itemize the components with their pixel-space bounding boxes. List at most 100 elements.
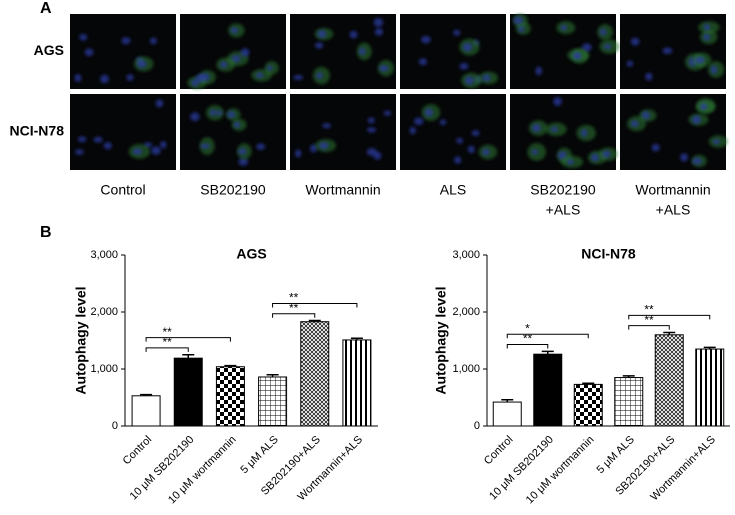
significance-label: * [525,321,530,335]
cell-nucleus [77,136,87,143]
cell-nucleus [602,150,611,158]
significance-label: ** [523,332,533,346]
micrograph [400,14,506,89]
cell-nucleus [703,33,711,41]
significance-label: ** [289,291,299,305]
significance-bracket [628,314,711,320]
micrograph [290,14,396,89]
significance-label: ** [162,335,172,349]
cell-nucleus [322,123,332,129]
cell-nucleus [462,42,473,52]
significance-label: ** [644,313,654,327]
cell-nucleus [413,117,424,126]
bar [614,377,644,427]
cell-nucleus [456,137,463,144]
cell-nucleus [695,56,705,64]
cell-nucleus [531,123,541,133]
micrograph [620,94,728,170]
cell-nucleus [581,129,588,137]
significance-label: ** [289,301,299,315]
micrograph [70,14,176,89]
cell-nucleus [349,30,358,39]
column-label: SB202190 [200,182,266,198]
error-bar [308,319,321,322]
cell-nucleus [420,35,431,44]
cell-nucleus [121,37,131,45]
column-label: Wortmannin [305,182,380,198]
cell-nucleus [295,149,302,158]
cell-nucleus [315,42,324,49]
cell-nucleus [700,104,708,110]
cell-nucleus [641,111,650,120]
cell-nucleus [366,127,377,133]
y-tick-label: 2,000 [452,306,480,318]
error-bar [266,373,279,377]
cell-nucleus [238,157,249,166]
cell-nucleus [200,143,211,149]
cell-nucleus [454,156,462,164]
cell-nucleus [93,136,103,143]
cell-nucleus [74,74,82,82]
bar [215,366,245,427]
cell-nucleus [703,24,711,31]
cell-nucleus [464,76,474,85]
error-bar [622,375,635,378]
x-tick-label: Control [482,434,516,468]
cell-nucleus [459,62,469,70]
error-bar [582,382,595,385]
significance-bracket [506,333,589,339]
row-label: NCI-N78 [10,123,65,139]
cell-nucleus [453,29,461,36]
cell-nucleus [160,141,167,149]
cell-nucleus [209,109,217,116]
significance-label: ** [162,325,172,339]
micrograph [180,14,286,90]
cell-nucleus [691,115,702,124]
significance-bracket [272,313,316,318]
x-tick-label: Control [121,434,155,468]
row-label: AGS [34,42,64,58]
error-bar [663,331,676,335]
cell-nucleus [383,110,392,116]
y-tick-label: 3,000 [90,249,118,261]
micrograph [180,94,286,170]
cell-nucleus [231,54,241,63]
cell-nucleus [316,72,323,80]
micrograph [620,14,726,89]
bar [173,357,203,427]
cell-nucleus [227,111,236,118]
cell-nucleus [482,148,490,156]
cell-nucleus [467,145,475,154]
bar [695,348,725,427]
cell-nucleus [379,64,389,72]
cell-nucleus [84,48,94,57]
cell-nucleus [195,73,206,83]
cell-nucleus [238,148,247,155]
cell-nucleus [550,126,558,133]
y-axis-label: Autophagy level [73,286,89,394]
cell-nucleus [136,59,147,69]
bar [533,353,563,427]
cell-nucleus [645,72,653,81]
cell-nucleus [266,65,273,71]
cell-nucleus [566,158,574,166]
cell-nucleus [74,149,84,155]
bar [492,401,522,427]
cell-nucleus [531,149,539,155]
cell-nucleus [553,96,562,106]
cell-nucleus [293,74,304,81]
cell-nucleus [626,60,634,67]
column-label: +ALS [546,202,581,218]
cell-nucleus [680,153,688,162]
significance-bracket [145,347,189,352]
cell-nucleus [603,44,612,50]
cell-nucleus [149,37,157,45]
error-bar [350,337,363,340]
cell-nucleus [126,74,134,81]
panel-label: B [40,224,52,241]
bar [258,376,288,427]
significance-bracket [272,302,358,308]
chart-title: AGS [236,246,266,262]
column-label: Control [100,182,145,198]
